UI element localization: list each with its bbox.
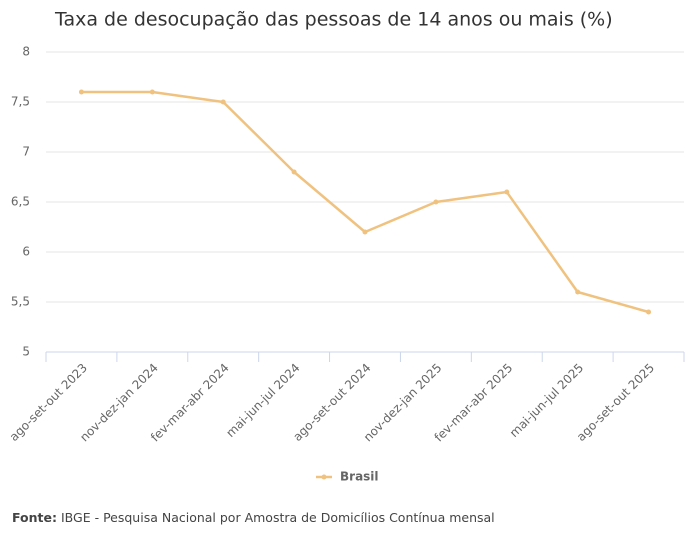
y-tick-label: 6 bbox=[22, 245, 30, 259]
legend-label: Brasil bbox=[340, 470, 379, 484]
x-tick-label: mai-jun-jul 2024 bbox=[223, 361, 302, 440]
data-point bbox=[504, 189, 510, 195]
y-tick-label: 6,5 bbox=[11, 195, 30, 209]
source: Fonte: IBGE - Pesquisa Nacional por Amost… bbox=[12, 510, 495, 525]
chart-title: Taxa de desocupação das pessoas de 14 an… bbox=[54, 9, 613, 31]
data-point bbox=[362, 229, 368, 235]
x-tick-label: ago-set-out 2023 bbox=[7, 361, 90, 444]
x-tick-label: nov-dez-jan 2024 bbox=[77, 361, 161, 445]
data-point bbox=[575, 289, 581, 295]
x-tick-label: fev-mar-abr 2024 bbox=[148, 361, 232, 445]
data-point bbox=[646, 309, 652, 315]
source-text: IBGE - Pesquisa Nacional por Amostra de … bbox=[61, 510, 495, 525]
x-tick-label: fev-mar-abr 2025 bbox=[432, 361, 516, 445]
x-tick-label: nov-dez-jan 2025 bbox=[361, 361, 445, 445]
data-point bbox=[78, 89, 84, 95]
y-tick-label: 8 bbox=[22, 45, 30, 59]
y-tick-label: 7,5 bbox=[11, 95, 30, 109]
x-tick-label: ago-set-out 2025 bbox=[574, 361, 657, 444]
x-tick-label: mai-jun-jul 2025 bbox=[507, 361, 586, 440]
data-point bbox=[433, 199, 439, 205]
data-point bbox=[149, 89, 155, 95]
y-tick-label: 5,5 bbox=[11, 295, 30, 309]
data-point bbox=[220, 99, 226, 105]
x-tick-label: ago-set-out 2024 bbox=[290, 361, 373, 444]
data-point bbox=[291, 169, 297, 175]
source-label: Fonte: bbox=[12, 510, 57, 525]
y-tick-label: 5 bbox=[22, 345, 30, 359]
legend-marker bbox=[321, 474, 327, 480]
y-tick-label: 7 bbox=[22, 145, 30, 159]
